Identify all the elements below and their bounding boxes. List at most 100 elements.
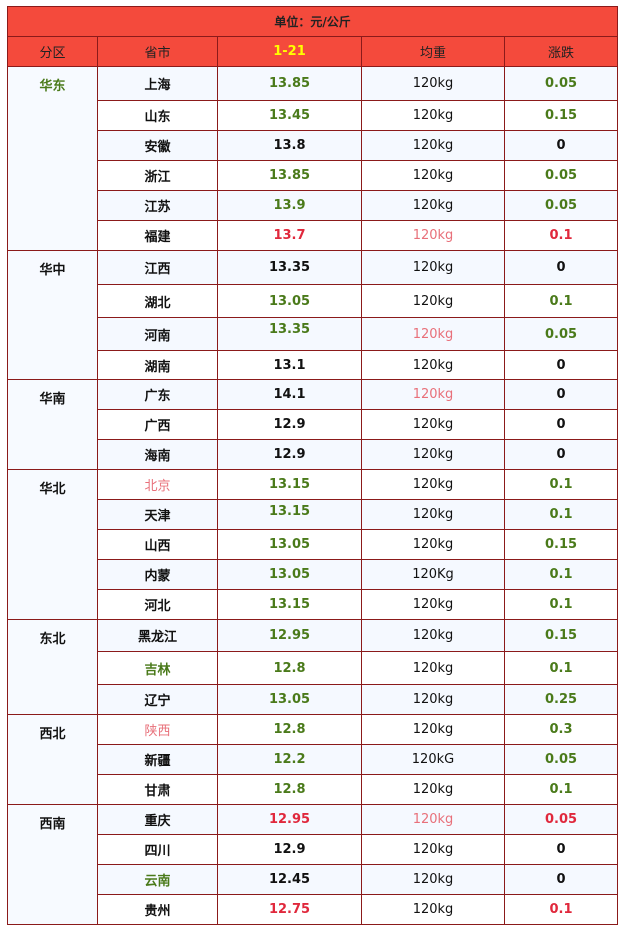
province-cell: 重庆 — [97, 804, 218, 835]
table-row: 华北 北京 13.15 120kg 0.1 — [7, 469, 619, 620]
province-cell: 广西 — [97, 409, 218, 440]
table-row: 江苏 13.9 120kg 0.05 — [8, 190, 619, 221]
province-cell: 广东 — [97, 379, 218, 410]
table-row: 湖北 13.05 120kg 0.1 — [8, 284, 619, 318]
price-cell: 13.9 — [217, 190, 362, 221]
table-row: 辽宁 13.05 120kg 0.25 — [8, 684, 619, 715]
weight-cell: 120kg — [361, 499, 505, 530]
weight-cell: 120kg — [361, 190, 505, 221]
header-change: 涨跌 — [503, 36, 619, 67]
province-cell: 内蒙 — [97, 559, 218, 590]
region-cell: 西南 — [7, 804, 98, 925]
price-cell: 12.75 — [217, 894, 362, 925]
province-cell: 北京 — [97, 469, 218, 500]
change-cell: 0.1 — [503, 651, 619, 685]
region-cell: 华北 — [7, 469, 98, 620]
price-cell: 12.45 — [217, 864, 362, 895]
table-row: 天津 13.15 120kg 0.1 — [8, 499, 619, 530]
unit-title: 单位：元/公斤 — [6, 6, 619, 37]
weight-cell: 120kg — [361, 864, 505, 895]
table-row: 山东 13.45 120kg 0.15 — [8, 100, 619, 131]
change-cell: 0.1 — [503, 469, 619, 500]
province-cell: 天津 — [97, 499, 218, 530]
table-row: 内蒙 13.05 120Kg 0.1 — [8, 559, 619, 590]
weight-cell: 120kg — [361, 894, 505, 925]
weight-cell: 120kg — [361, 130, 505, 161]
header-date: 1-21 — [217, 36, 362, 67]
table-row: 甘肃 12.8 120kg 0.1 — [8, 774, 619, 805]
table-row: 西北 陕西 12.8 120kg 0.3 — [7, 714, 619, 805]
price-cell: 12.9 — [217, 409, 362, 440]
change-cell: 0.05 — [503, 66, 619, 101]
province-cell: 四川 — [97, 834, 218, 865]
province-cell: 福建 — [97, 220, 218, 251]
weight-cell: 120kg — [361, 589, 505, 620]
price-cell: 13.85 — [217, 160, 362, 191]
table-row: 华中 江西 13.35 120kg 0 — [7, 250, 619, 380]
price-cell: 13.15 — [217, 589, 362, 620]
province-cell: 河南 — [97, 317, 218, 351]
change-cell: 0 — [503, 379, 619, 410]
table-row: 新疆 12.2 120kG 0.05 — [8, 744, 619, 775]
table-row: 东北 黑龙江 12.95 120kg 0.15 — [7, 619, 619, 715]
table-row: 华东 上海 13.85 120kg 0.05 — [7, 66, 619, 251]
weight-cell: 120kg — [361, 220, 505, 251]
price-cell: 13.05 — [217, 559, 362, 590]
weight-cell: 120kg — [361, 250, 505, 285]
price-cell: 12.8 — [217, 774, 362, 805]
weight-cell: 120kg — [361, 804, 505, 835]
table-row: 山西 13.05 120kg 0.15 — [8, 529, 619, 560]
change-cell: 0 — [503, 130, 619, 161]
weight-cell: 120kg — [361, 714, 505, 745]
price-cell: 12.2 — [217, 744, 362, 775]
table-row: 云南 12.45 120kg 0 — [8, 864, 619, 895]
change-cell: 0.15 — [503, 619, 619, 652]
region-cell: 华南 — [7, 379, 98, 470]
weight-cell: 120kg — [361, 619, 505, 652]
price-cell: 12.8 — [217, 714, 362, 745]
weight-cell: 120kg — [361, 774, 505, 805]
table-row: 广西 12.9 120kg 0 — [8, 409, 619, 440]
province-cell: 安徽 — [97, 130, 218, 161]
weight-cell: 120kg — [361, 834, 505, 865]
change-cell: 0.05 — [503, 190, 619, 221]
province-cell: 吉林 — [97, 651, 218, 685]
price-cell: 12.8 — [217, 651, 362, 685]
change-cell: 0.05 — [503, 160, 619, 191]
change-cell: 0.1 — [503, 894, 619, 925]
price-cell: 14.1 — [217, 379, 362, 410]
change-cell: 0 — [503, 250, 619, 285]
price-cell: 12.95 — [217, 619, 362, 652]
price-cell: 13.15 — [217, 499, 362, 530]
province-cell: 江苏 — [97, 190, 218, 221]
province-cell: 湖南 — [97, 350, 218, 380]
price-cell: 12.95 — [217, 804, 362, 835]
weight-cell: 120kg — [361, 350, 505, 380]
price-table: 单位：元/公斤 分区 省市 1-21 均重 涨跌 华东 上海 13.85 120kg 0… — [6, 6, 619, 925]
weight-cell: 120kg — [361, 284, 505, 318]
change-cell: 0.05 — [503, 744, 619, 775]
change-cell: 0.15 — [503, 529, 619, 560]
change-cell: 0.3 — [503, 714, 619, 745]
table-body: 华东 上海 13.85 120kg 0.05 山东 13.45 120kg 0.15 安徽 13.8… — [7, 66, 619, 925]
change-cell: 0.05 — [503, 317, 619, 351]
table-row: 湖南 13.1 120kg 0 — [8, 350, 619, 380]
table-row: 浙江 13.85 120kg 0.05 — [8, 160, 619, 191]
province-cell: 贵州 — [97, 894, 218, 925]
province-cell: 云南 — [97, 864, 218, 895]
province-cell: 新疆 — [97, 744, 218, 775]
weight-cell: 120kg — [361, 66, 505, 101]
province-cell: 浙江 — [97, 160, 218, 191]
price-cell: 13.05 — [217, 684, 362, 715]
price-cell: 13.85 — [217, 66, 362, 101]
table-row: 吉林 12.8 120kg 0.1 — [8, 651, 619, 685]
header-weight: 均重 — [361, 36, 505, 67]
weight-cell: 120kg — [361, 409, 505, 440]
table-row: 四川 12.9 120kg 0 — [8, 834, 619, 865]
weight-cell: 120kg — [361, 684, 505, 715]
change-cell: 0.1 — [503, 774, 619, 805]
price-cell: 13.05 — [217, 529, 362, 560]
province-cell: 山西 — [97, 529, 218, 560]
province-cell: 河北 — [97, 589, 218, 620]
change-cell: 0.15 — [503, 100, 619, 131]
